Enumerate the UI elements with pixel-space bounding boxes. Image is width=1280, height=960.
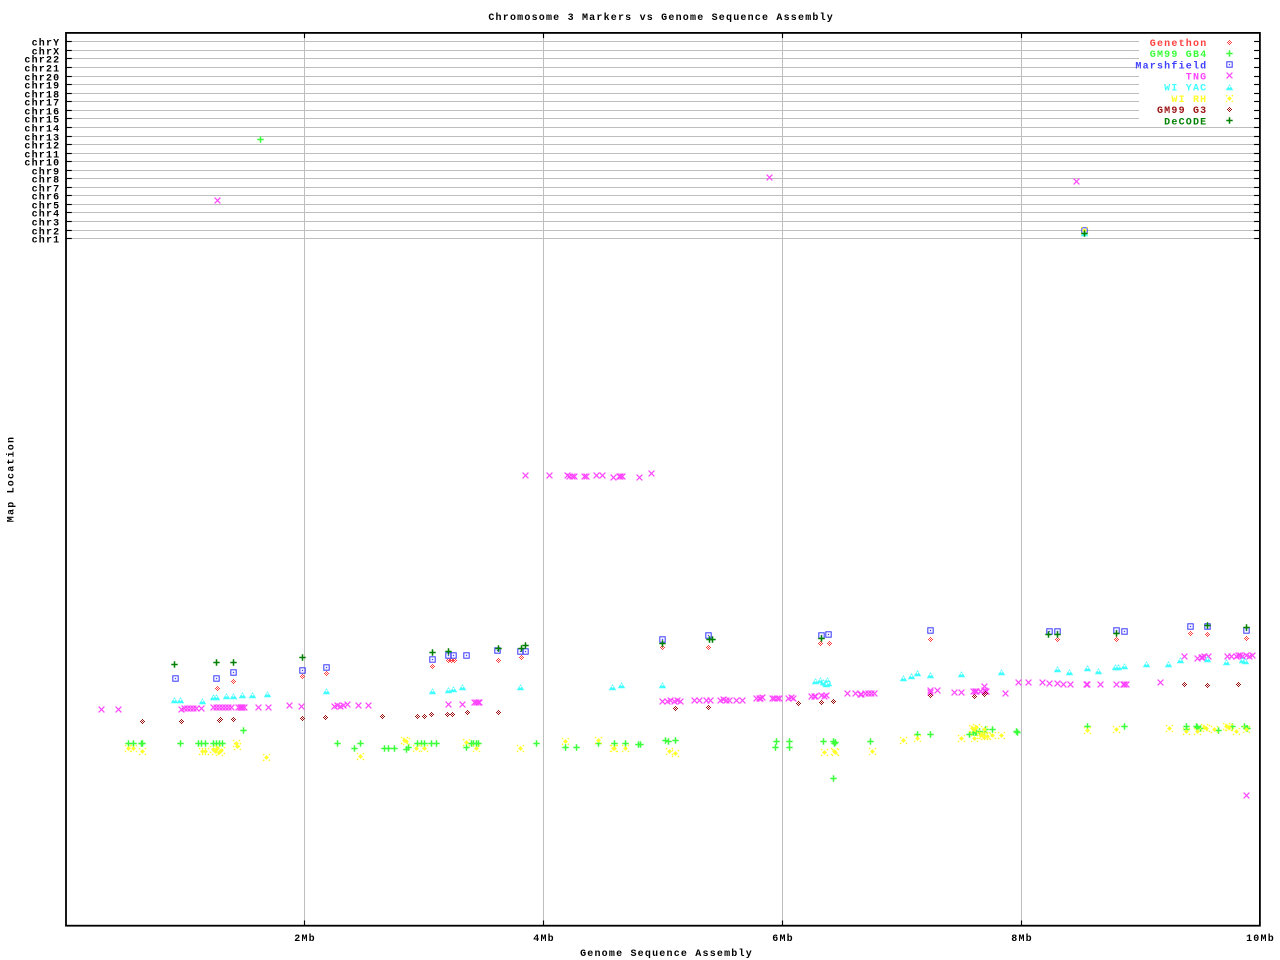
svg-text:Genome Sequence Assembly: Genome Sequence Assembly [580,948,753,960]
svg-text:DeCODE: DeCODE [1164,117,1207,128]
svg-text:chr10: chr10 [24,158,60,170]
svg-text:chr17: chr17 [24,98,60,110]
svg-text:chr15: chr15 [24,115,60,127]
svg-text:chr7: chr7 [32,184,61,196]
svg-text:2Mb: 2Mb [294,933,316,945]
svg-text:chr2: chr2 [32,227,61,239]
svg-text:chr3: chr3 [32,218,61,230]
svg-text:chr6: chr6 [32,192,61,204]
svg-text:chr1: chr1 [32,235,61,247]
svg-text:chr22: chr22 [24,55,60,67]
svg-text:GM99 GB4: GM99 GB4 [1150,50,1208,61]
svg-text:chrY: chrY [32,38,61,50]
svg-text:GM99 G3: GM99 G3 [1157,106,1207,117]
svg-text:chr19: chr19 [24,81,60,93]
svg-text:chr18: chr18 [24,90,60,102]
svg-text:chr9: chr9 [32,167,61,179]
svg-text:chr5: chr5 [32,201,61,213]
svg-text:chr20: chr20 [24,73,60,85]
svg-text:chr11: chr11 [24,150,60,162]
svg-text:Chromosome 3 Markers vs Genome: Chromosome 3 Markers vs Genome Sequence … [488,12,834,24]
svg-text:WI YAC: WI YAC [1164,84,1207,95]
svg-text:Marshfield: Marshfield [1135,60,1207,72]
svg-text:Map Location: Map Location [6,436,18,522]
svg-text:6Mb: 6Mb [772,933,794,945]
svg-text:chr21: chr21 [24,64,60,76]
svg-text:WI RH: WI RH [1171,95,1207,106]
svg-text:chr4: chr4 [32,209,61,221]
svg-text:chrX: chrX [32,47,61,59]
svg-text:8Mb: 8Mb [1011,933,1033,945]
svg-text:TNG: TNG [1186,73,1208,84]
svg-text:Genethon: Genethon [1150,38,1208,50]
svg-text:4Mb: 4Mb [533,933,555,945]
svg-text:chr14: chr14 [24,124,60,136]
svg-text:chr16: chr16 [24,107,60,119]
svg-text:10Mb: 10Mb [1246,933,1275,945]
svg-text:chr13: chr13 [24,133,60,145]
svg-text:chr12: chr12 [24,141,60,153]
svg-text:chr8: chr8 [32,175,61,187]
